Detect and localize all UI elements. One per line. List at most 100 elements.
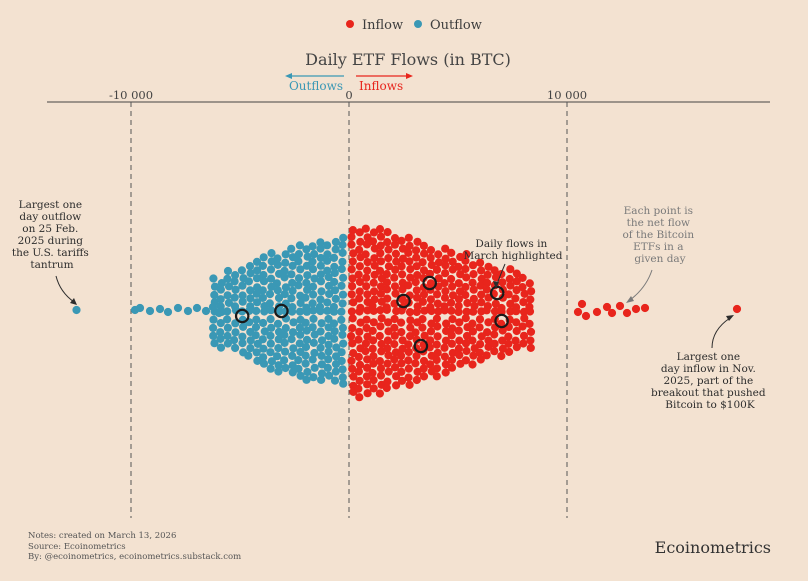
data-point-260 — [338, 290, 348, 299]
data-point-133 — [287, 244, 296, 253]
data-point-357 — [376, 241, 385, 250]
data-point-289 — [348, 364, 357, 373]
data-point-150 — [294, 250, 303, 259]
data-point-175 — [301, 318, 310, 327]
data-point-170 — [302, 278, 311, 287]
data-point-319 — [363, 266, 372, 275]
data-point-8 — [210, 339, 219, 348]
data-point-84 — [258, 335, 267, 344]
data-point-430 — [397, 359, 406, 368]
data-point-174 — [302, 307, 311, 316]
data-point-146 — [288, 351, 297, 360]
data-point-625 — [490, 339, 499, 348]
data-point-160 — [296, 330, 305, 339]
data-point-498 — [426, 336, 435, 345]
data-point-399 — [392, 257, 401, 266]
data-point-601 — [476, 340, 485, 349]
data-point-428 — [398, 344, 407, 353]
data-point-265 — [338, 330, 347, 339]
data-point-348 — [369, 336, 378, 345]
data-point-508 — [433, 290, 442, 299]
data-point-586 — [468, 327, 477, 336]
data-point-421 — [398, 285, 407, 294]
data-point-227 — [324, 314, 333, 324]
data-point-539 — [448, 282, 457, 291]
data-point-533 — [441, 360, 450, 369]
data-point-673 — [525, 319, 534, 328]
data-point-97 — [267, 323, 276, 332]
data-point-449 — [404, 364, 413, 373]
data-point-491 — [426, 279, 435, 288]
data-point-51 — [244, 277, 253, 286]
march-highlight-5 — [489, 285, 505, 301]
data-point-123 — [280, 290, 289, 299]
data-point-635 — [498, 336, 507, 345]
data-point-510 — [434, 307, 443, 316]
data-point-679 — [145, 306, 155, 316]
data-point-5 — [209, 315, 218, 324]
data-point-392 — [383, 359, 392, 368]
data-point-444 — [406, 323, 415, 332]
data-point-682 — [173, 303, 183, 313]
data-point-612 — [483, 328, 492, 337]
data-point-277 — [347, 265, 356, 274]
data-point-339 — [370, 261, 379, 270]
data-point-401 — [390, 273, 399, 282]
data-point-426 — [397, 328, 406, 337]
data-point-490 — [425, 269, 435, 278]
data-point-19 — [223, 274, 232, 283]
data-point-328 — [361, 339, 370, 348]
data-point-272 — [348, 226, 357, 235]
data-point-98 — [266, 331, 275, 340]
data-point-232 — [324, 355, 333, 364]
data-point-163 — [294, 356, 303, 365]
x-axis-ticks: -10 000 0 10 000 — [109, 88, 587, 518]
data-point-685 — [201, 306, 211, 316]
data-point-380 — [384, 262, 393, 271]
data-point-678 — [135, 303, 145, 313]
data-point-691 — [592, 307, 602, 317]
data-point-568 — [461, 282, 470, 292]
data-point-549 — [447, 363, 457, 372]
data-point-371 — [375, 357, 384, 366]
data-point-238 — [330, 262, 339, 271]
data-point-187 — [310, 274, 319, 283]
data-point-375 — [375, 389, 384, 398]
data-point-308 — [354, 352, 363, 362]
data-point-689 — [577, 299, 587, 309]
data-point-442 — [405, 308, 415, 317]
data-point-11 — [216, 295, 225, 304]
data-point-681 — [163, 307, 173, 317]
data-point-297 — [355, 262, 364, 271]
march-annotation: Daily flows in March highlighted — [464, 238, 563, 262]
data-point-41 — [238, 291, 247, 300]
data-point-245 — [329, 319, 339, 328]
data-point-522 — [441, 269, 450, 278]
data-point-188 — [308, 282, 318, 291]
data-point-359 — [376, 257, 386, 266]
data-point-437 — [406, 265, 415, 274]
data-point-335 — [369, 228, 379, 237]
data-point-106 — [272, 279, 281, 288]
data-point-231 — [324, 347, 333, 356]
data-point-191 — [309, 306, 318, 315]
data-point-519 — [441, 244, 450, 253]
data-point-137 — [288, 278, 297, 288]
data-point-366 — [377, 314, 386, 323]
data-point-132 — [281, 363, 290, 373]
data-point-219 — [323, 250, 332, 259]
data-point-422 — [398, 295, 407, 304]
data-point-614 — [484, 342, 493, 351]
data-point-501 — [426, 360, 435, 369]
data-point-570 — [463, 298, 472, 308]
data-point-417 — [398, 254, 408, 263]
data-point-198 — [310, 363, 319, 372]
data-point-14 — [216, 319, 225, 328]
data-point-101 — [267, 357, 276, 366]
data-point-358 — [376, 249, 385, 258]
data-point-661 — [520, 289, 529, 298]
data-point-675 — [526, 336, 535, 345]
data-point-481 — [420, 331, 429, 340]
data-point-87 — [259, 359, 269, 368]
data-point-351 — [369, 359, 378, 368]
